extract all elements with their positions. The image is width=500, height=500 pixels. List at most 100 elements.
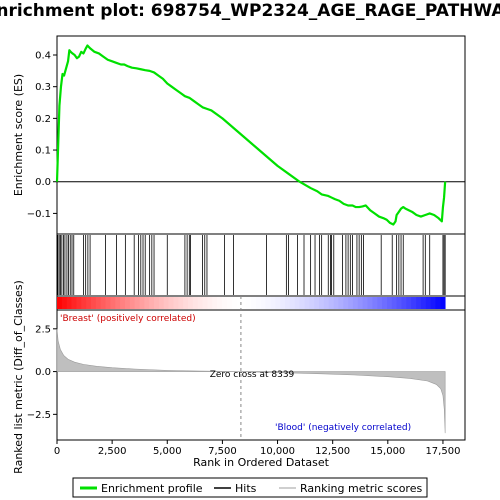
gradient-segment	[246, 297, 252, 309]
gradient-layer	[57, 297, 446, 309]
gradient-segment	[100, 297, 106, 309]
gradient-segment	[396, 297, 402, 309]
gradient-segment	[105, 297, 111, 309]
es-y-tick-label: 0.3	[35, 82, 51, 93]
legend-box	[72, 477, 428, 498]
gradient-segment	[57, 297, 63, 309]
enrichment-profile-line	[55, 44, 447, 226]
legend-label-metric: Ranking metric scores	[300, 482, 422, 495]
gradient-segment	[401, 297, 407, 309]
gradient-segment	[314, 297, 320, 309]
gradient-segment	[372, 297, 378, 309]
gradient-segment	[343, 297, 349, 309]
gradient-segment	[66, 297, 72, 309]
gradient-segment	[192, 297, 199, 309]
x-tick-label: 2,500	[98, 446, 127, 457]
gradient-segment	[144, 297, 150, 309]
gradient-segment	[294, 297, 300, 309]
gradient-segment	[260, 297, 267, 309]
negative-class-label: 'Blood' (negatively correlated)	[275, 423, 411, 433]
gradient-segment	[435, 297, 441, 309]
gradient-segment	[183, 297, 189, 309]
positive-class-label: 'Breast' (positively correlated)	[60, 314, 196, 324]
hits-panel-frame	[56, 233, 466, 297]
gradient-segment	[323, 297, 330, 309]
gradient-segment	[217, 297, 223, 309]
chart-title: Enrichment plot: 698754_WP2324_AGE_RAGE_…	[0, 1, 500, 21]
gradient-segment	[124, 297, 131, 309]
gradient-segment	[251, 297, 257, 309]
gradient-segment	[255, 297, 262, 309]
gradient-segment	[420, 297, 427, 309]
gradient-segment	[333, 297, 339, 309]
gradient-segment	[386, 297, 393, 309]
x-tick-label: 5,000	[153, 446, 182, 457]
x-axis: 0 2,500 5,000 7,500 10,000 12,500 15,000 17,500	[54, 440, 460, 457]
gradient-segment	[289, 297, 296, 309]
metric-layer: −2.5 0.0 2.5	[27, 296, 446, 440]
gradient-segment	[236, 297, 242, 309]
gradient-segment	[231, 297, 237, 309]
gradient-segment	[280, 297, 286, 309]
es-panel-frame	[56, 35, 466, 235]
gradient-segment	[120, 297, 126, 309]
gradient-segment	[134, 297, 140, 309]
ranking-metric-area	[56, 328, 446, 434]
gradient-segment	[304, 297, 310, 309]
gradient-segment	[202, 297, 208, 309]
gradient-segment	[425, 297, 431, 309]
gradient-segment	[382, 297, 388, 309]
gradient-segment	[338, 297, 344, 309]
gradient-segment	[285, 297, 291, 309]
es-y-tick-label: 0.1	[35, 146, 51, 157]
x-tick-label: 7,500	[208, 446, 237, 457]
gradient-segment	[362, 297, 368, 309]
gradient-segment	[270, 297, 276, 309]
gradient-segment	[110, 297, 116, 309]
gradient-segment	[61, 297, 68, 309]
gradient-segment	[309, 297, 315, 309]
gradient-segment	[241, 297, 247, 309]
gradient-segment	[95, 297, 102, 309]
gradient-segment	[348, 297, 354, 309]
hits-layer	[57, 235, 446, 295]
gradient-segment	[319, 297, 325, 309]
legend-label-enrichment: Enrichment profile	[101, 482, 203, 495]
es-layer: −0.1 0.0 0.1 0.2 0.3 0.4	[27, 44, 465, 226]
gradient-segment	[76, 297, 82, 309]
gradient-segment	[352, 297, 359, 309]
gradient-segment	[406, 297, 412, 309]
x-tick-label: 0	[54, 446, 60, 457]
gradient-segment	[139, 297, 145, 309]
gradient-segment	[115, 297, 121, 309]
x-tick-label: 12,500	[315, 446, 350, 457]
gradient-segment	[367, 297, 373, 309]
gradient-segment	[299, 297, 305, 309]
gradient-segment	[226, 297, 233, 309]
metric-y-tick-label: 0.0	[35, 367, 51, 378]
gradient-segment	[71, 297, 77, 309]
gradient-segment	[275, 297, 281, 309]
gradient-segment	[265, 297, 271, 309]
es-y-tick-label: 0.4	[35, 51, 51, 62]
gradient-segment	[129, 297, 136, 309]
gradient-segment	[411, 297, 417, 309]
x-tick-label: 10,000	[260, 446, 295, 457]
metric-y-tick-label: 2.5	[35, 324, 51, 335]
metric-y-axis-label: Ranked list metric (Diff_of_Classes)	[12, 280, 25, 474]
gradient-segment	[391, 297, 398, 309]
x-tick-label: 17,500	[425, 446, 460, 457]
es-y-axis-label: Enrichment score (ES)	[12, 74, 25, 196]
x-tick-label: 15,000	[370, 446, 405, 457]
es-y-tick-label: 0.2	[35, 114, 51, 125]
gradient-segment	[207, 297, 213, 309]
gradient-segment	[149, 297, 155, 309]
legend-label-hits: Hits	[235, 482, 257, 495]
gradient-segment	[221, 297, 228, 309]
gradient-segment	[86, 297, 92, 309]
gradient-segment	[178, 297, 184, 309]
gradient-segment	[328, 297, 334, 309]
gradient-segment	[416, 297, 422, 309]
metric-y-tick-label: −2.5	[27, 410, 51, 421]
